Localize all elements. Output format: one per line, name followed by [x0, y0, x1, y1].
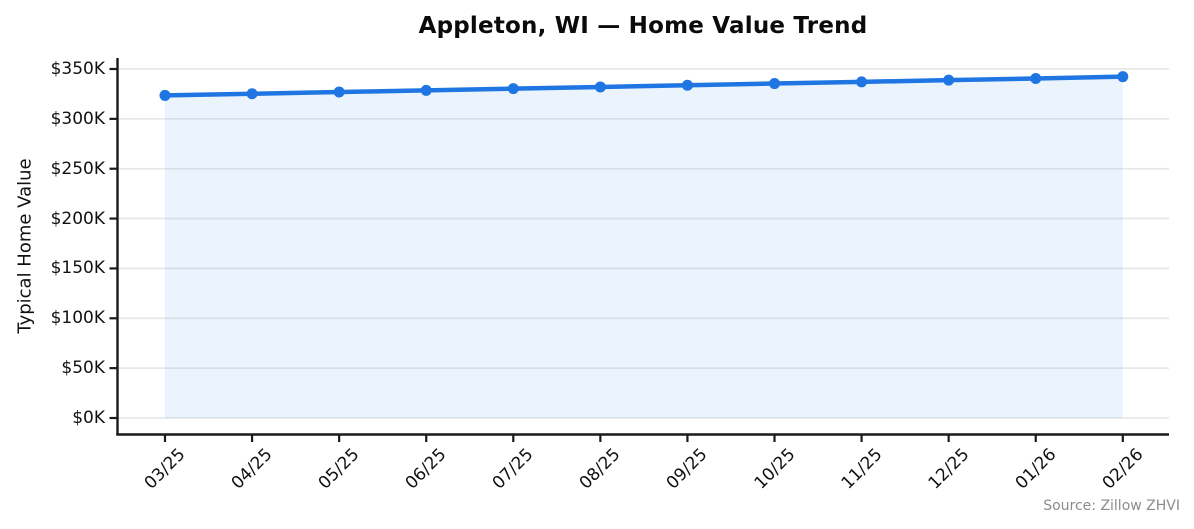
data-point-marker: [507, 83, 519, 95]
data-point-marker: [594, 81, 606, 93]
data-point-marker: [1117, 71, 1129, 83]
data-point-marker: [159, 89, 171, 101]
data-point-marker: [943, 74, 955, 86]
y-tick-label: $150K: [50, 258, 105, 279]
data-point-marker: [769, 78, 781, 90]
data-point-marker: [856, 76, 868, 88]
y-tick-label: $0K: [72, 408, 105, 428]
chart-title: Appleton, WI — Home Value Trend: [418, 13, 868, 39]
trend-line: [162, 74, 1126, 98]
data-point-marker: [681, 79, 693, 91]
y-tick-label: $50K: [61, 358, 105, 379]
y-tick-label: $250K: [50, 158, 105, 179]
data-point-marker: [246, 88, 258, 100]
y-tick-label: $100K: [50, 308, 105, 329]
y-tick-label: $350K: [50, 59, 105, 79]
source-note: Source: Zillow ZHVI: [1043, 498, 1180, 514]
data-point-marker: [420, 84, 432, 96]
data-point-marker: [1030, 72, 1042, 84]
y-tick-label: $200K: [50, 208, 105, 229]
y-tick-label: $300K: [50, 108, 105, 129]
area-fill: [165, 76, 1123, 418]
data-point-marker: [333, 86, 345, 98]
